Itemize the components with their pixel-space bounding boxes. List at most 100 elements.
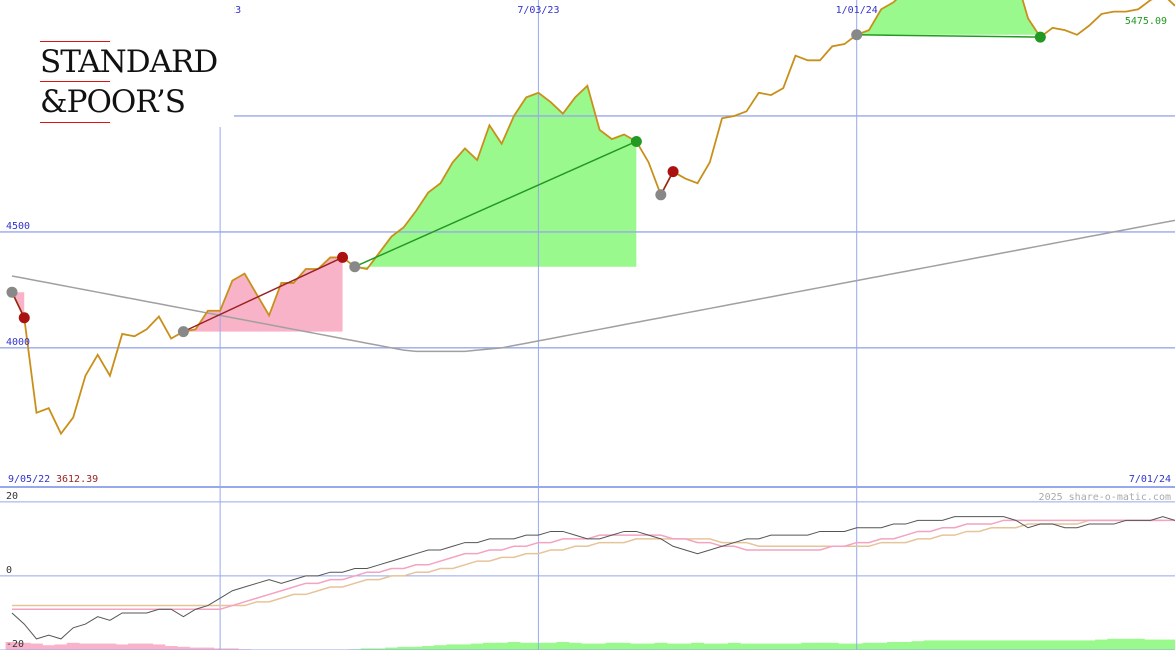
volume-bar — [30, 643, 43, 650]
volume-bar — [189, 647, 203, 650]
volume-bar — [556, 642, 570, 650]
volume-bar — [201, 647, 215, 650]
sp-logo: STANDARD &POOR’S — [0, 0, 234, 127]
trend-start-marker-2 — [349, 261, 361, 273]
volume-bar — [128, 643, 141, 650]
trend-start-marker-4 — [851, 29, 863, 41]
volume-bar — [519, 642, 533, 650]
volume-bar — [176, 646, 190, 650]
trend-start-marker-0 — [6, 286, 18, 298]
y-tick-bottom--20: -20 — [6, 639, 24, 650]
trend-start-marker-3 — [655, 189, 667, 201]
volume-bar — [740, 643, 753, 650]
volume-bar — [923, 640, 937, 650]
volume-bar — [458, 644, 472, 650]
volume-bar — [654, 642, 668, 650]
logo-line-1: STANDARD — [40, 44, 218, 80]
y-tick-bottom-20: 20 — [6, 491, 18, 502]
volume-bar — [629, 643, 643, 650]
volume-bar — [372, 648, 386, 650]
y-tick-4000: 4000 — [6, 337, 30, 348]
volume-bar — [605, 642, 619, 650]
volume-bar — [1119, 638, 1133, 650]
volume-bar — [727, 642, 741, 650]
volume-bar — [5, 642, 19, 650]
volume-bar — [813, 642, 827, 650]
volume-bar — [1095, 639, 1108, 650]
volume-bar — [1082, 640, 1096, 650]
trend-line-4 — [856, 34, 1041, 38]
oscillator-line — [11, 516, 1175, 640]
volume-bar — [79, 643, 92, 650]
trend-start-marker-1 — [177, 326, 189, 338]
volume-bar — [899, 642, 913, 650]
volume-bar — [1131, 638, 1145, 650]
volume-bar — [360, 648, 374, 650]
volume-bar — [789, 643, 802, 650]
y-tick-bottom-0: 0 — [6, 565, 12, 576]
volume-bar — [703, 643, 717, 650]
volume-bar — [1058, 640, 1072, 650]
volume-bar — [984, 640, 998, 650]
y-tick-4500: 4500 — [6, 221, 30, 232]
volume-bar — [642, 643, 656, 650]
start-date-label: 9/05/22 — [8, 474, 50, 485]
volume-bar — [115, 644, 129, 650]
volume-bar — [421, 646, 435, 650]
end-value-label: 5475.09 — [1125, 16, 1167, 27]
volume-bar — [103, 643, 117, 650]
volume-bar — [838, 643, 851, 650]
copyright-label: 2025 share-o-matic.com — [1039, 492, 1171, 503]
volume-bar — [42, 645, 56, 650]
x-tick-7/03/23: 7/03/23 — [517, 5, 559, 16]
volume-bar — [544, 642, 558, 650]
volume-bar — [691, 642, 704, 650]
gain-area-0 — [354, 85, 637, 270]
logo-rule-middle — [40, 81, 110, 82]
volume-bar — [960, 640, 974, 650]
trend-end-marker-2 — [630, 135, 642, 147]
volume-bar — [495, 642, 509, 650]
volume-bar — [483, 642, 496, 650]
end-date-label: 7/01/24 — [1129, 474, 1171, 485]
volume-bar — [972, 640, 986, 650]
trend-line-1 — [183, 256, 343, 333]
volume-bar — [874, 642, 888, 650]
volume-bar — [997, 640, 1011, 650]
volume-bar — [470, 643, 484, 650]
volume-bar — [1168, 639, 1175, 650]
volume-bar — [1156, 639, 1170, 650]
volume-bar — [1107, 638, 1121, 650]
volume-bar — [666, 643, 680, 650]
trend-end-marker-0 — [18, 312, 30, 324]
logo-rule-top — [40, 41, 110, 42]
volume-bar — [593, 643, 607, 650]
volume-bar — [1144, 639, 1157, 650]
volume-bar — [152, 644, 166, 650]
volume-bar — [91, 643, 105, 650]
start-value-label: 3612.39 — [56, 474, 98, 485]
logo-line-2: &POOR’S — [40, 84, 186, 120]
volume-bar — [801, 642, 815, 650]
gain-area-1 — [856, 0, 1041, 38]
volume-bar — [140, 643, 154, 650]
volume-bar — [1070, 640, 1084, 650]
volume-bar — [911, 641, 925, 650]
trend-end-marker-3 — [667, 166, 679, 178]
volume-bar — [54, 644, 68, 650]
volume-bar — [617, 642, 631, 650]
volume-bar — [678, 643, 692, 650]
price-line — [11, 0, 1175, 436]
volume-bar — [580, 643, 594, 650]
volume-bar — [1021, 640, 1035, 650]
x-tick-1/01/24: 1/01/24 — [836, 5, 878, 16]
volume-bar — [948, 640, 962, 650]
volume-bar — [225, 648, 239, 650]
volume-bar — [164, 646, 178, 650]
volume-bar — [446, 644, 460, 650]
volume-bar — [568, 642, 582, 650]
oscillator-fast-line — [12, 519, 1175, 610]
volume-bar — [17, 642, 31, 650]
trend-end-marker-4 — [1034, 31, 1046, 43]
volume-bar — [1009, 640, 1023, 650]
